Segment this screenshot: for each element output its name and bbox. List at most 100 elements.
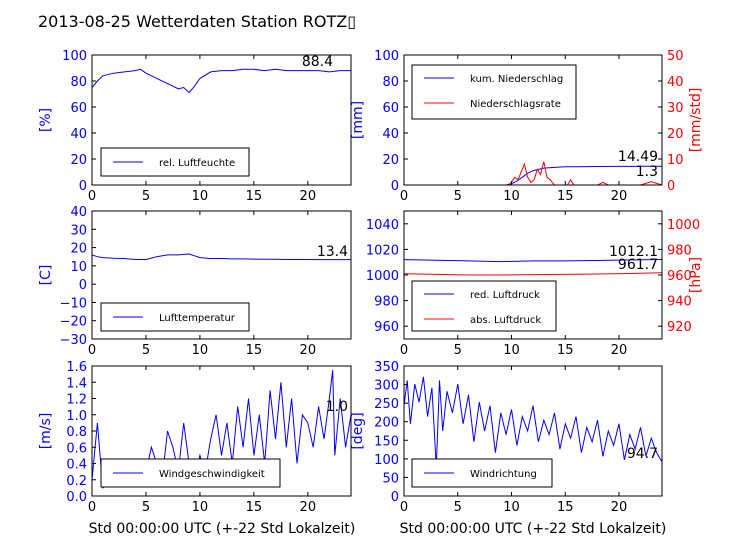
legend-box: [411, 64, 577, 120]
panel-3: 0 5 10 15 20 −30 −20 −10 0 10 20 30 40 [C] Lufttempera…: [38, 205, 352, 358]
y-tick-label: 0: [79, 278, 87, 293]
x-tick-label: 0: [400, 343, 408, 358]
y-right-tick-label: 10: [667, 153, 684, 168]
legend-label: Windrichtung: [470, 469, 537, 480]
y-tick-label: 60: [70, 101, 87, 116]
x-tick-label: 5: [454, 189, 462, 204]
y-tick-label: 1.6: [66, 360, 87, 375]
series-line-1: [404, 165, 662, 186]
y-tick-label: 20: [70, 153, 87, 168]
value-annotation: 1012.1: [609, 244, 658, 260]
y-tick-label: 100: [374, 453, 399, 468]
x-tick-label: 0: [88, 189, 96, 204]
y-tick-label: 0: [391, 179, 399, 194]
y-tick-label: 200: [374, 416, 399, 431]
series-line-1: [91, 68, 351, 94]
x-tick-label: 20: [300, 189, 317, 204]
x-tick-label: 0: [88, 343, 96, 358]
y-tick-label: 350: [374, 360, 399, 375]
y-right-tick-label: 50: [667, 49, 684, 64]
y-right-tick-label: 30: [667, 101, 684, 116]
y-tick-label: −30: [60, 333, 87, 348]
y-tick-label: 20: [382, 153, 399, 168]
x-tick-label: 5: [142, 189, 150, 204]
legend-label: abs. Luftdruck: [470, 315, 541, 326]
y-right-tick-label: 980: [667, 243, 692, 258]
y-tick-label: −20: [60, 315, 87, 330]
x-tick-label: 20: [611, 189, 628, 204]
y-tick-label: 30: [70, 223, 87, 238]
x-tick-label: 0: [88, 500, 96, 515]
x-tick-label: 15: [246, 500, 263, 515]
y-axis-label: [deg]: [350, 412, 366, 449]
y-tick-label: 1.0: [66, 409, 87, 424]
y-axis-label: [mm]: [350, 101, 366, 139]
figure-title: 2013-08-25 Wetterdaten Station ROTZ▯: [38, 12, 356, 31]
value-annotation: 14.49: [618, 149, 658, 165]
y-right-tick-label: 0: [667, 179, 675, 194]
x-tick-label: 20: [611, 343, 628, 358]
y-tick-label: 100: [62, 49, 87, 64]
y-tick-label: 0: [79, 179, 87, 194]
x-tick-label: 10: [192, 189, 209, 204]
x-tick-label: 10: [192, 500, 209, 515]
value-annotation: 1.3: [636, 164, 658, 180]
y-right-tick-label: 960: [667, 269, 692, 284]
y-tick-label: −10: [60, 296, 87, 311]
y-tick-label: 20: [70, 242, 87, 257]
y-tick-label: 50: [382, 471, 399, 486]
panel-5: 0 5 10 15 200.00.20.40.60.81.01.21.41.6[m/s]…: [38, 360, 352, 515]
y-right-tick-label: 920: [667, 320, 692, 335]
xlabel-right: Std 00:00:00 UTC (+-22 Std Lokalzeit): [400, 521, 667, 537]
axes-frame: [91, 210, 352, 340]
series-line-1: [403, 376, 663, 468]
y-tick-label: 40: [70, 205, 87, 220]
y-tick-label: 0.6: [66, 441, 87, 456]
y-tick-label: 1.2: [66, 393, 87, 408]
x-tick-label: 5: [454, 343, 462, 358]
y-tick-label: 1020: [366, 243, 399, 258]
x-tick-label: 5: [454, 500, 462, 515]
y-tick-label: 1000: [366, 269, 399, 284]
x-tick-label: 0: [400, 189, 408, 204]
x-tick-label: 10: [503, 500, 520, 515]
x-tick-label: 0: [400, 500, 408, 515]
y-axis-label: [m/s]: [38, 413, 54, 450]
y-right-axis-label: [mm/std]: [688, 88, 704, 153]
y-tick-label: 0.8: [66, 425, 87, 440]
y-tick-label: 0.4: [66, 458, 87, 473]
value-annotation: 1.0: [326, 399, 348, 415]
x-tick-label: 15: [246, 343, 263, 358]
series-line-2: [404, 161, 663, 186]
series-line-1: [403, 259, 663, 263]
x-tick-label: 10: [192, 343, 209, 358]
axes-frame: [91, 54, 352, 186]
value-annotation: 961.7: [618, 257, 658, 273]
panel-4: 0 5 10 15 20 960 980 1000 1020 1040 920 940 960 980 10…: [366, 210, 704, 358]
x-tick-label: 20: [300, 500, 317, 515]
y-tick-label: 60: [382, 101, 399, 116]
xlabel-left: Std 00:00:00 UTC (+-22 Std Lokalzeit): [89, 521, 356, 537]
x-tick-label: 15: [557, 343, 574, 358]
value-annotation: 88.4: [302, 54, 333, 70]
y-tick-label: 100: [374, 49, 399, 64]
y-right-tick-label: 1000: [667, 218, 700, 233]
y-tick-label: 300: [374, 379, 399, 394]
legend-box: [411, 280, 557, 332]
legend-label: red. Luftdruck: [470, 290, 540, 301]
y-tick-label: 250: [374, 397, 399, 412]
x-tick-label: 10: [503, 189, 520, 204]
y-tick-label: 150: [374, 434, 399, 449]
legend-label: kum. Niederschlag: [470, 74, 563, 85]
x-tick-label: 5: [142, 343, 150, 358]
x-tick-label: 15: [557, 189, 574, 204]
y-tick-label: 80: [382, 75, 399, 90]
series-line-1: [91, 253, 351, 261]
y-tick-label: 40: [70, 127, 87, 142]
y-tick-label: 980: [374, 295, 399, 310]
x-tick-label: 15: [557, 500, 574, 515]
x-tick-label: 15: [246, 189, 263, 204]
panel-6: 0 5 10 15 20050100150200250300350[deg]Windri…: [350, 360, 663, 515]
y-tick-label: 10: [70, 260, 87, 275]
